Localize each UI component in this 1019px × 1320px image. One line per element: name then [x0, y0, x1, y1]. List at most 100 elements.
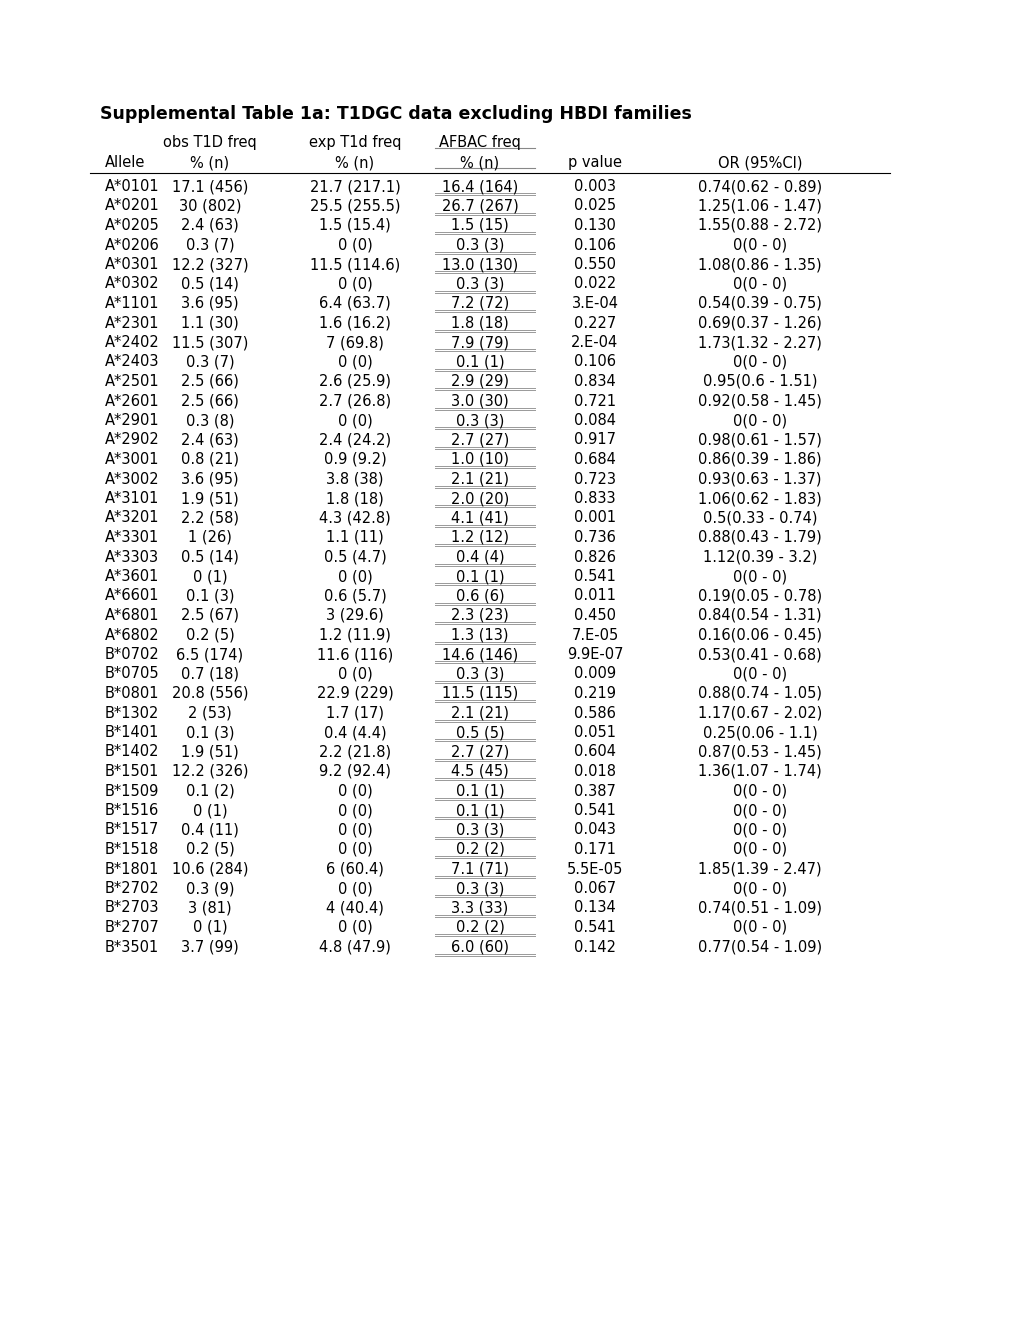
- Text: 0 (0): 0 (0): [337, 667, 372, 681]
- Text: 4.1 (41): 4.1 (41): [450, 511, 508, 525]
- Text: 2.5 (67): 2.5 (67): [180, 609, 238, 623]
- Text: 2.1 (21): 2.1 (21): [450, 471, 508, 487]
- Text: 0.74(0.62 - 0.89): 0.74(0.62 - 0.89): [697, 180, 821, 194]
- Text: p value: p value: [568, 154, 622, 170]
- Text: 4 (40.4): 4 (40.4): [326, 900, 383, 916]
- Text: 0.3 (3): 0.3 (3): [455, 822, 503, 837]
- Text: 4.3 (42.8): 4.3 (42.8): [319, 511, 390, 525]
- Text: 1.5 (15): 1.5 (15): [450, 218, 508, 234]
- Text: AFBAC freq: AFBAC freq: [438, 135, 521, 150]
- Text: 2.7 (26.8): 2.7 (26.8): [319, 393, 390, 408]
- Text: 0(0 - 0): 0(0 - 0): [733, 803, 787, 818]
- Text: 0(0 - 0): 0(0 - 0): [733, 355, 787, 370]
- Text: A*2402: A*2402: [105, 335, 160, 350]
- Text: 0.3 (7): 0.3 (7): [185, 355, 234, 370]
- Text: 0.043: 0.043: [574, 822, 615, 837]
- Text: 0.684: 0.684: [574, 451, 615, 467]
- Text: 0.051: 0.051: [574, 725, 615, 741]
- Text: B*2703: B*2703: [105, 900, 159, 916]
- Text: A*6802: A*6802: [105, 627, 159, 643]
- Text: 2.4 (63): 2.4 (63): [181, 433, 238, 447]
- Text: 0.9 (9.2): 0.9 (9.2): [323, 451, 386, 467]
- Text: A*0302: A*0302: [105, 276, 159, 292]
- Text: % (n): % (n): [335, 154, 374, 170]
- Text: 4.8 (47.9): 4.8 (47.9): [319, 940, 390, 954]
- Text: 0.011: 0.011: [574, 589, 615, 603]
- Text: OR (95%CI): OR (95%CI): [717, 154, 802, 170]
- Text: 6 (60.4): 6 (60.4): [326, 862, 383, 876]
- Text: 1.7 (17): 1.7 (17): [326, 705, 383, 721]
- Text: 0.550: 0.550: [574, 257, 615, 272]
- Text: 0 (0): 0 (0): [337, 822, 372, 837]
- Text: 12.2 (327): 12.2 (327): [171, 257, 248, 272]
- Text: 2.6 (25.9): 2.6 (25.9): [319, 374, 390, 389]
- Text: A*2601: A*2601: [105, 393, 159, 408]
- Text: 3.7 (99): 3.7 (99): [181, 940, 238, 954]
- Text: 0.3 (7): 0.3 (7): [185, 238, 234, 252]
- Text: 0.5 (14): 0.5 (14): [181, 549, 238, 565]
- Text: A*6801: A*6801: [105, 609, 159, 623]
- Text: 0 (0): 0 (0): [337, 880, 372, 896]
- Text: 0.1 (1): 0.1 (1): [455, 569, 503, 583]
- Text: 0.3 (3): 0.3 (3): [455, 880, 503, 896]
- Text: 0.084: 0.084: [574, 413, 615, 428]
- Text: 20.8 (556): 20.8 (556): [171, 686, 248, 701]
- Text: A*2902: A*2902: [105, 433, 160, 447]
- Text: 0(0 - 0): 0(0 - 0): [733, 667, 787, 681]
- Text: B*1501: B*1501: [105, 764, 159, 779]
- Text: 2.2 (58): 2.2 (58): [180, 511, 238, 525]
- Text: 0.2 (5): 0.2 (5): [185, 627, 234, 643]
- Text: 5.5E-05: 5.5E-05: [567, 862, 623, 876]
- Text: B*1302: B*1302: [105, 705, 159, 721]
- Text: 0.3 (3): 0.3 (3): [455, 238, 503, 252]
- Text: 0 (0): 0 (0): [337, 238, 372, 252]
- Text: 7.1 (71): 7.1 (71): [450, 862, 508, 876]
- Text: 2.7 (27): 2.7 (27): [450, 744, 508, 759]
- Text: 0 (0): 0 (0): [337, 355, 372, 370]
- Text: 0.2 (5): 0.2 (5): [185, 842, 234, 857]
- Text: 2.E-04: 2.E-04: [571, 335, 618, 350]
- Text: 7.2 (72): 7.2 (72): [450, 296, 508, 312]
- Text: 0.134: 0.134: [574, 900, 615, 916]
- Text: 0.009: 0.009: [574, 667, 615, 681]
- Text: 0 (0): 0 (0): [337, 803, 372, 818]
- Text: 0(0 - 0): 0(0 - 0): [733, 822, 787, 837]
- Text: 0.2 (2): 0.2 (2): [455, 920, 504, 935]
- Text: 0.5(0.33 - 0.74): 0.5(0.33 - 0.74): [702, 511, 816, 525]
- Text: 0(0 - 0): 0(0 - 0): [733, 880, 787, 896]
- Text: 0.3 (8): 0.3 (8): [185, 413, 234, 428]
- Text: 10.6 (284): 10.6 (284): [171, 862, 248, 876]
- Text: B*2702: B*2702: [105, 880, 160, 896]
- Text: 0 (1): 0 (1): [193, 569, 227, 583]
- Text: 0(0 - 0): 0(0 - 0): [733, 238, 787, 252]
- Text: 11.5 (307): 11.5 (307): [171, 335, 248, 350]
- Text: 3 (29.6): 3 (29.6): [326, 609, 383, 623]
- Text: A*3201: A*3201: [105, 511, 159, 525]
- Text: A*2301: A*2301: [105, 315, 159, 330]
- Text: 0.5 (14): 0.5 (14): [181, 276, 238, 292]
- Text: 26.7 (267): 26.7 (267): [441, 198, 518, 214]
- Text: obs T1D freq: obs T1D freq: [163, 135, 257, 150]
- Text: 22.9 (229): 22.9 (229): [316, 686, 393, 701]
- Text: 3.3 (33): 3.3 (33): [451, 900, 508, 916]
- Text: 2.4 (24.2): 2.4 (24.2): [319, 433, 390, 447]
- Text: Supplemental Table 1a: T1DGC data excluding HBDI families: Supplemental Table 1a: T1DGC data exclud…: [100, 106, 691, 123]
- Text: 0.93(0.63 - 1.37): 0.93(0.63 - 1.37): [698, 471, 821, 487]
- Text: 0.74(0.51 - 1.09): 0.74(0.51 - 1.09): [697, 900, 821, 916]
- Text: 12.2 (326): 12.2 (326): [171, 764, 248, 779]
- Text: 2.3 (23): 2.3 (23): [450, 609, 508, 623]
- Text: B*1801: B*1801: [105, 862, 159, 876]
- Text: 25.5 (255.5): 25.5 (255.5): [310, 198, 399, 214]
- Text: 1.9 (51): 1.9 (51): [181, 491, 238, 506]
- Text: 1.3 (13): 1.3 (13): [450, 627, 508, 643]
- Text: 2.0 (20): 2.0 (20): [450, 491, 508, 506]
- Text: 0.16(0.06 - 0.45): 0.16(0.06 - 0.45): [697, 627, 821, 643]
- Text: 0.4 (4): 0.4 (4): [455, 549, 503, 565]
- Text: 2.5 (66): 2.5 (66): [181, 393, 238, 408]
- Text: 0.98(0.61 - 1.57): 0.98(0.61 - 1.57): [697, 433, 821, 447]
- Text: 0.3 (3): 0.3 (3): [455, 276, 503, 292]
- Text: 0(0 - 0): 0(0 - 0): [733, 784, 787, 799]
- Text: 7.E-05: 7.E-05: [571, 627, 618, 643]
- Text: 2.7 (27): 2.7 (27): [450, 433, 508, 447]
- Text: 0.018: 0.018: [574, 764, 615, 779]
